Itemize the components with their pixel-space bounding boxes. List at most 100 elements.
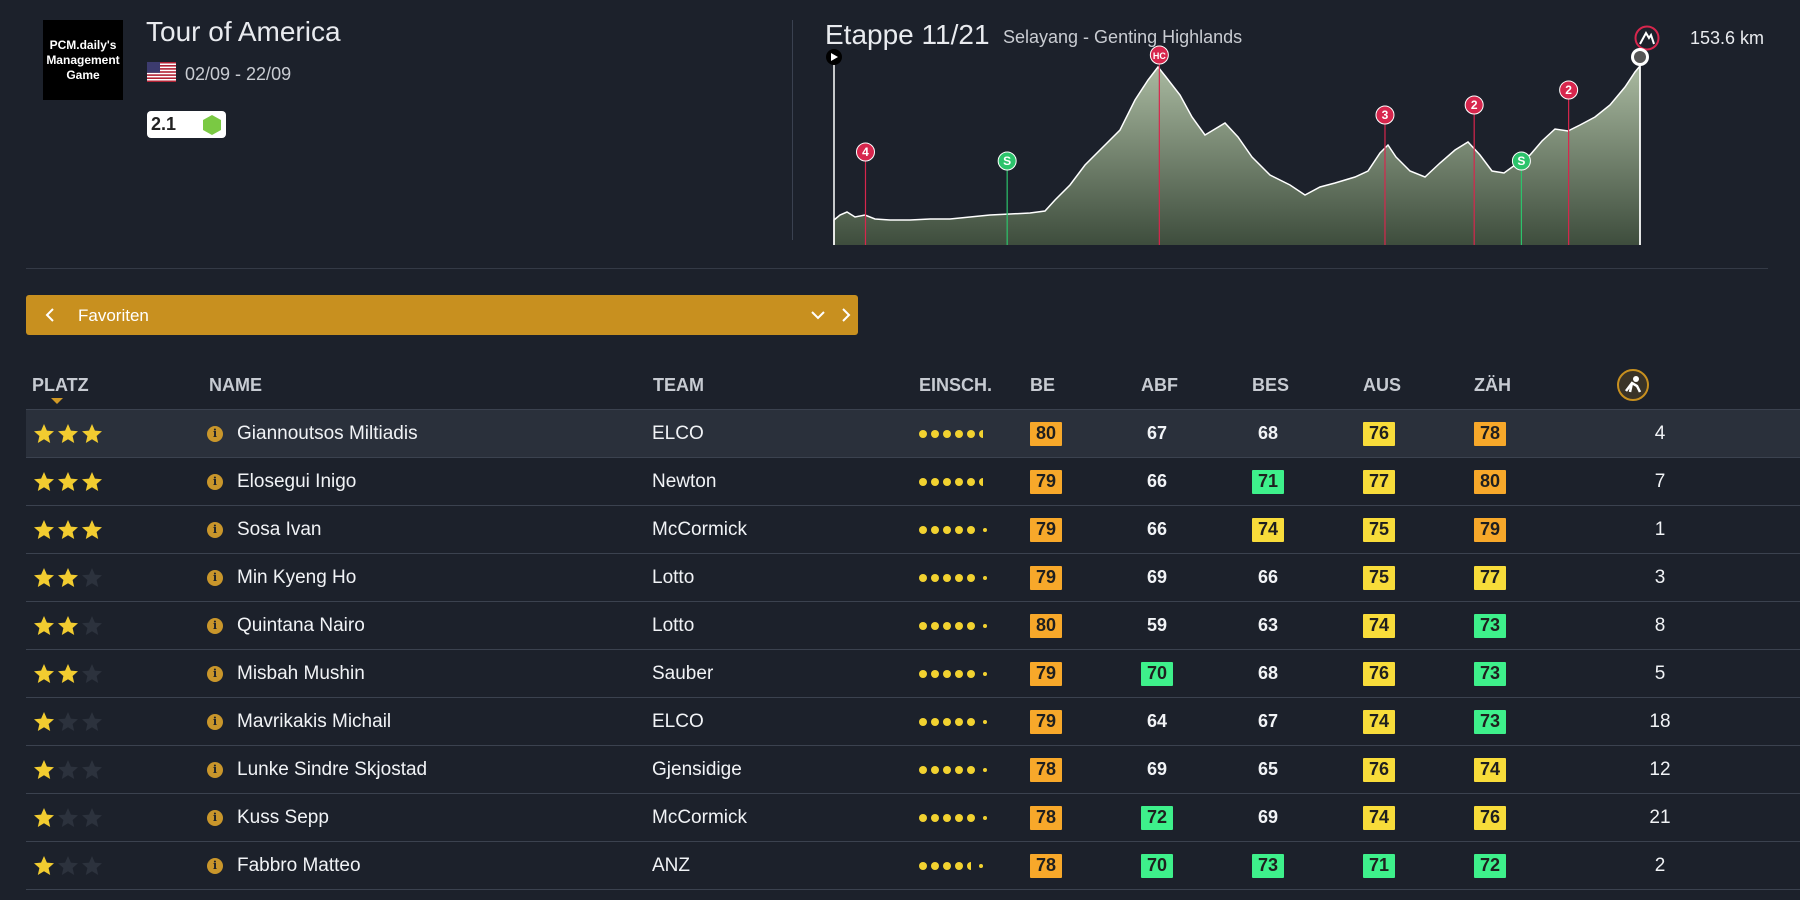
info-icon-wrap[interactable]: i xyxy=(207,506,223,553)
rider-name[interactable]: Min Kyeng Ho xyxy=(237,566,357,588)
rider-helmet-icon[interactable] xyxy=(1617,369,1649,401)
table-row[interactable]: i Giannoutsos Miltiadis ELCO 80 67 68 76 78 4 xyxy=(26,409,1800,458)
climb-marker[interactable] xyxy=(1464,95,1484,115)
form-dot xyxy=(919,621,927,630)
marker-label: 2 xyxy=(1565,83,1572,97)
rider-rank: 12 xyxy=(1649,758,1671,780)
star-empty-icon xyxy=(82,615,102,635)
star-empty-icon xyxy=(82,855,102,875)
info-icon-wrap[interactable]: i xyxy=(207,410,223,457)
form-indicator xyxy=(919,794,991,841)
info-icon[interactable]: i xyxy=(207,665,223,682)
stat-value: 69 xyxy=(1146,567,1168,587)
star-empty-icon xyxy=(82,759,102,779)
star-filled-icon xyxy=(82,519,102,539)
chevron-down-icon[interactable] xyxy=(806,295,830,335)
stat-bes: 68 xyxy=(1252,410,1284,457)
table-row[interactable]: i Elosegui Inigo Newton 79 66 71 77 80 7 xyxy=(26,458,1800,506)
table-row[interactable]: i Lunke Sindre Skjostad Gjensidige 78 69 65 76… xyxy=(26,746,1800,794)
header-be[interactable]: BE xyxy=(1030,375,1056,395)
rating-stars xyxy=(32,746,104,793)
stat-bes: 74 xyxy=(1252,506,1284,553)
header-aus[interactable]: AUS xyxy=(1363,375,1402,395)
stat-value: 69 xyxy=(1257,807,1279,827)
table-row[interactable]: i Quintana Nairo Lotto 80 59 63 74 73 8 xyxy=(26,602,1800,650)
table-row[interactable]: i Misbah Mushin Sauber 79 70 68 76 73 5 xyxy=(26,650,1800,698)
info-icon[interactable]: i xyxy=(207,473,223,490)
info-icon-wrap[interactable]: i xyxy=(207,602,223,649)
info-icon[interactable]: i xyxy=(207,857,223,874)
info-icon[interactable]: i xyxy=(207,617,223,634)
sort-desc-icon xyxy=(51,398,63,404)
chevron-left-icon[interactable] xyxy=(34,295,66,335)
header-einsch[interactable]: EINSCH. xyxy=(919,375,993,395)
form-dot xyxy=(955,525,963,534)
info-icon-wrap[interactable]: i xyxy=(207,458,223,505)
info-icon-wrap[interactable]: i xyxy=(207,746,223,793)
rider-name[interactable]: Giannoutsos Miltiadis xyxy=(237,422,418,444)
stat-aus: 74 xyxy=(1363,794,1395,841)
star-empty-icon xyxy=(58,711,78,731)
list-selector-label: Favoriten xyxy=(78,306,149,325)
info-icon[interactable]: i xyxy=(207,521,223,538)
form-dot xyxy=(931,717,939,726)
info-icon[interactable]: i xyxy=(207,809,223,826)
list-selector[interactable]: Favoriten xyxy=(26,295,858,335)
stat-zah: 79 xyxy=(1474,506,1506,553)
race-category-badge: 2.1 xyxy=(147,111,226,138)
header-abf[interactable]: ABF xyxy=(1141,375,1178,395)
rider-name[interactable]: Fabbro Matteo xyxy=(237,854,361,876)
category-hexagon-icon xyxy=(203,115,221,135)
form-dot-empty xyxy=(983,767,987,772)
marker-label: 2 xyxy=(1471,98,1478,112)
table-row[interactable]: i Min Kyeng Ho Lotto 79 69 66 75 77 3 xyxy=(26,554,1800,602)
stat-be: 80 xyxy=(1030,410,1062,457)
form-dot xyxy=(919,573,927,582)
rider-name[interactable]: Misbah Mushin xyxy=(237,662,365,684)
rider-name[interactable]: Mavrikakis Michail xyxy=(237,710,392,732)
info-icon-wrap[interactable]: i xyxy=(207,842,223,889)
climb-marker[interactable] xyxy=(1375,105,1395,125)
stat-bes: 73 xyxy=(1252,842,1284,889)
header-team[interactable]: TEAM xyxy=(653,375,704,395)
info-icon-wrap[interactable]: i xyxy=(207,554,223,601)
table-row[interactable]: i Fabbro Matteo ANZ 78 70 73 71 72 2 xyxy=(26,842,1800,890)
table-row[interactable]: i Mavrikakis Michail ELCO 79 64 67 74 73 18 xyxy=(26,698,1800,746)
rider-name[interactable]: Sosa Ivan xyxy=(237,518,322,540)
info-icon[interactable]: i xyxy=(207,761,223,778)
stat-value: 79 xyxy=(1030,565,1062,590)
info-icon-wrap[interactable]: i xyxy=(207,794,223,841)
chevron-right-icon[interactable] xyxy=(834,295,858,335)
stat-value: 78 xyxy=(1030,805,1062,830)
stat-be: 78 xyxy=(1030,746,1062,793)
climb-marker[interactable] xyxy=(1559,80,1579,100)
info-icon[interactable]: i xyxy=(207,713,223,730)
star-empty-icon xyxy=(58,807,78,827)
stat-aus: 71 xyxy=(1363,842,1395,889)
form-dot xyxy=(943,525,951,534)
info-icon[interactable]: i xyxy=(207,569,223,586)
rider-name[interactable]: Kuss Sepp xyxy=(237,806,329,828)
form-dot xyxy=(967,525,975,534)
header-name[interactable]: NAME xyxy=(209,375,262,395)
stat-be: 79 xyxy=(1030,698,1062,745)
header-bes[interactable]: BES xyxy=(1252,375,1290,395)
rider-name[interactable]: Lunke Sindre Skjostad xyxy=(237,758,428,780)
profile-area xyxy=(833,63,1641,245)
form-dot xyxy=(955,669,963,678)
table-row[interactable]: i Sosa Ivan McCormick 79 66 74 75 79 1 xyxy=(26,506,1800,554)
header-platz[interactable]: PLATZ xyxy=(32,375,89,395)
header-zah[interactable]: ZÄH xyxy=(1474,375,1511,395)
stat-value: 76 xyxy=(1363,421,1395,446)
rider-name[interactable]: Quintana Nairo xyxy=(237,614,365,636)
sprint-marker[interactable] xyxy=(997,151,1017,171)
sprint-marker[interactable] xyxy=(1511,151,1531,171)
table-row[interactable]: i Kuss Sepp McCormick 78 72 69 74 76 21 xyxy=(26,794,1800,842)
info-icon[interactable]: i xyxy=(207,425,223,442)
us-flag-icon xyxy=(147,62,176,82)
info-icon-wrap[interactable]: i xyxy=(207,650,223,697)
climb-marker[interactable] xyxy=(855,142,875,162)
rider-name[interactable]: Elosegui Inigo xyxy=(237,470,357,492)
info-icon-wrap[interactable]: i xyxy=(207,698,223,745)
climb-marker[interactable] xyxy=(1149,45,1169,65)
